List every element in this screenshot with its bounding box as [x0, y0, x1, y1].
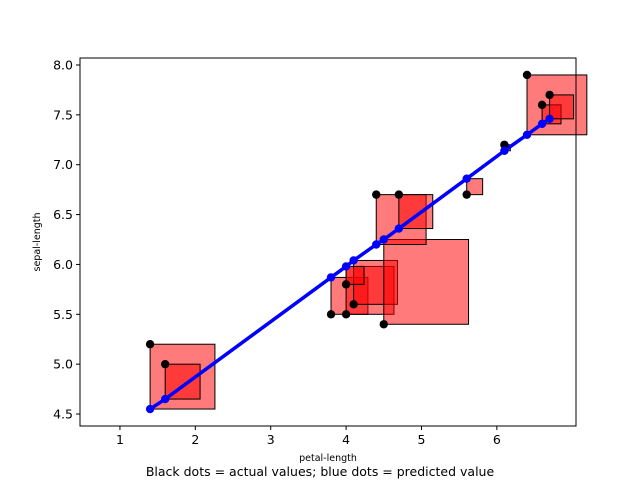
y-tick-label: 5.5 [53, 307, 73, 322]
actual-point [341, 280, 351, 289]
actual-point [522, 70, 532, 80]
residual-square [466, 178, 484, 196]
x-tick-label: 2 [191, 432, 199, 447]
residual-square [345, 265, 365, 285]
x-tick-label: 5 [417, 432, 425, 447]
predicted-point [349, 256, 358, 265]
y-axis-ticks: 4.5 5.0 5.5 6.0 6.5 7.0 7.5 8.0 [53, 57, 80, 422]
actual-point [326, 310, 336, 319]
plot-area-frame [79, 57, 577, 427]
prediction-line-layer [148, 117, 552, 411]
predicted-point [160, 394, 170, 404]
predicted-point [372, 240, 381, 249]
predicted-point [341, 262, 351, 271]
x-tick-label: 3 [267, 432, 275, 447]
y-tick-label: 6.5 [53, 207, 73, 222]
actual-point [372, 190, 381, 199]
predicted-point [462, 174, 471, 183]
residual-squares [149, 74, 588, 410]
residual-square [383, 239, 470, 325]
chart-caption: Black dots = actual values; blue dots = … [146, 464, 495, 479]
x-axis-label: petal-length [299, 453, 357, 464]
predicted-point [145, 404, 155, 414]
actual-point [160, 359, 170, 369]
y-tick-label: 8.0 [53, 57, 73, 72]
actual-point [500, 140, 509, 149]
actual-point [545, 90, 554, 100]
y-tick-label: 7.0 [53, 157, 73, 172]
x-tick-label: 6 [493, 432, 501, 447]
predicted-point [537, 119, 547, 129]
predicted-point [379, 235, 388, 244]
actual-point [537, 100, 547, 110]
predicted-point [326, 273, 336, 282]
x-tick-label: 1 [116, 432, 124, 447]
actual-point [394, 190, 404, 199]
predicted-point [545, 114, 554, 124]
predicted-point [522, 130, 532, 139]
y-tick-label: 7.5 [53, 107, 73, 122]
actual-point [341, 310, 351, 319]
predicted-point [394, 224, 404, 233]
predicted-point [500, 146, 509, 155]
residual-square [549, 94, 575, 120]
actual-point [462, 190, 471, 199]
y-tick-label: 4.5 [53, 407, 73, 422]
actual-point [145, 340, 155, 349]
y-tick-label: 5.0 [53, 357, 73, 372]
y-tick-label: 6.0 [53, 257, 73, 272]
x-axis-ticks: 1 2 3 4 5 6 [116, 426, 501, 447]
actual-point [349, 300, 358, 309]
x-tick-label: 4 [342, 432, 350, 447]
prediction-line [148, 117, 552, 411]
y-axis-label: sepal-length [32, 213, 43, 272]
data-points [145, 70, 554, 414]
actual-point [379, 320, 388, 329]
